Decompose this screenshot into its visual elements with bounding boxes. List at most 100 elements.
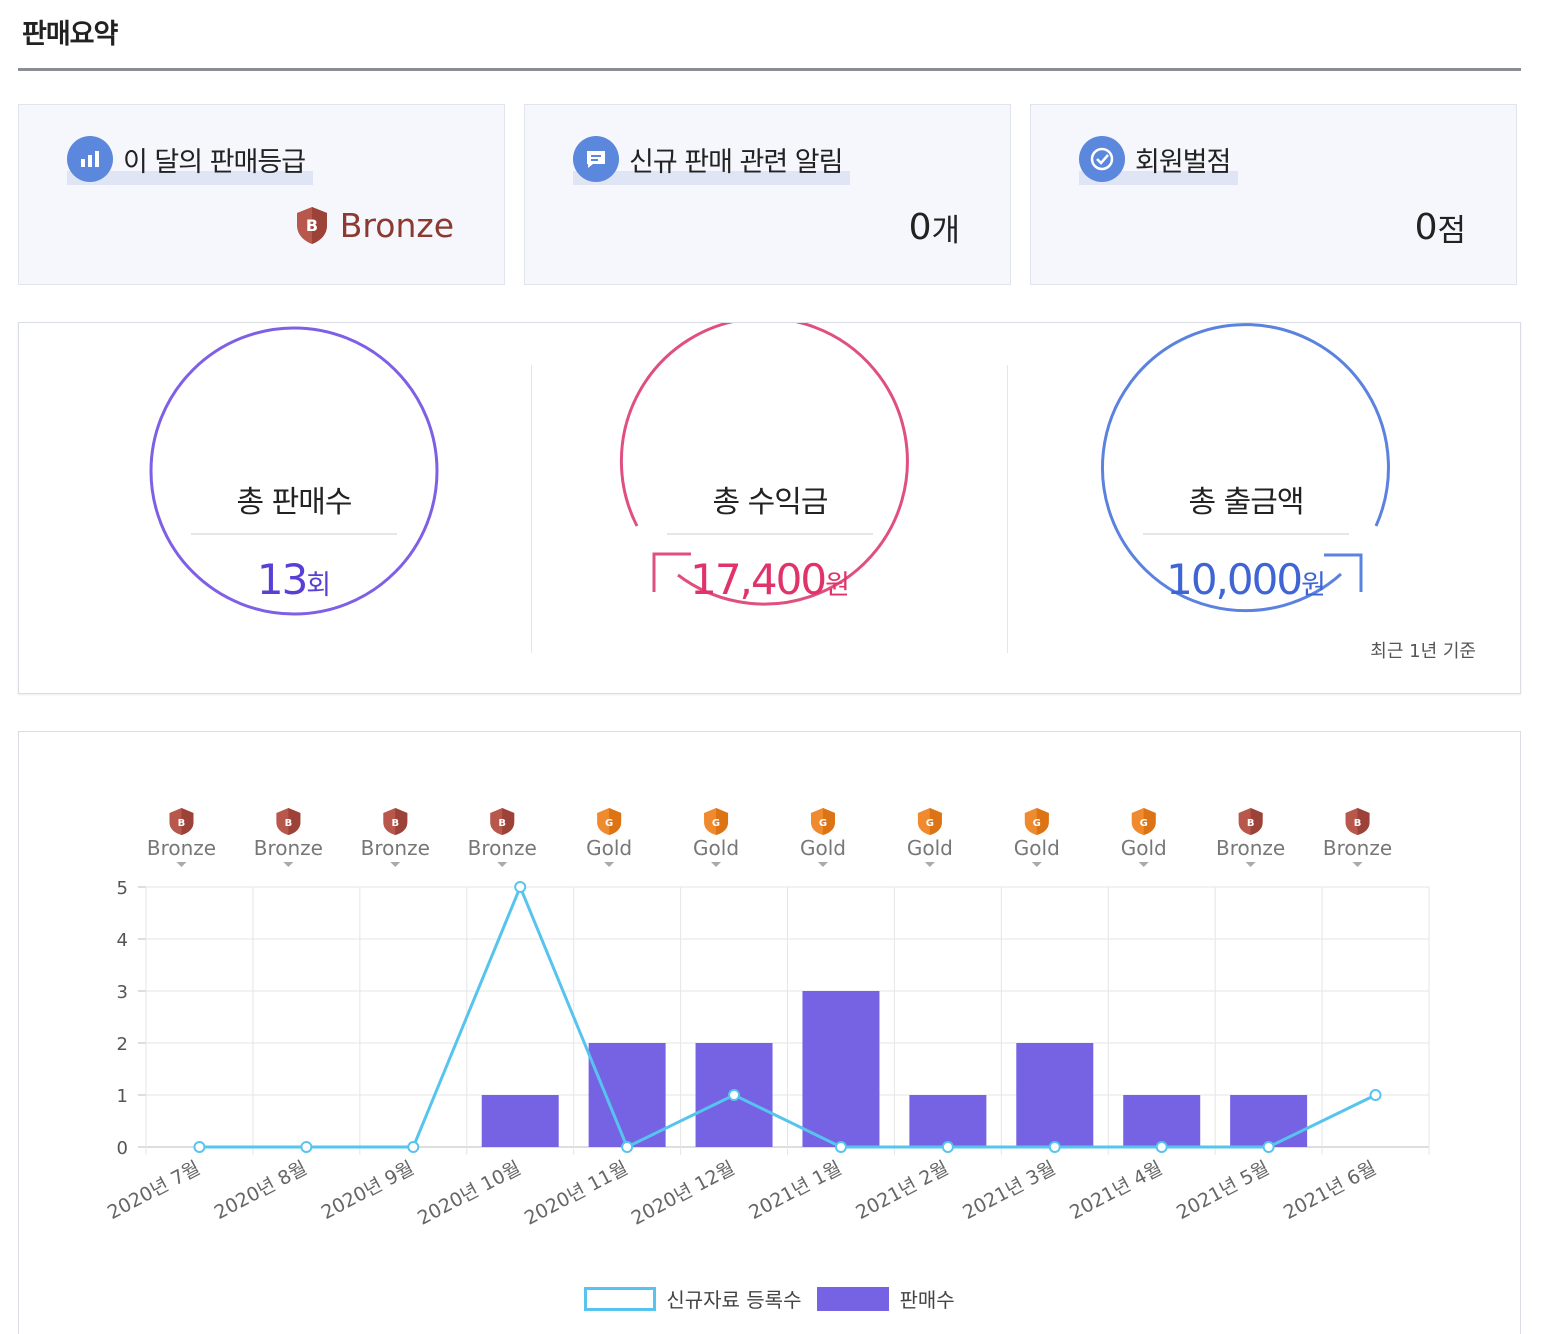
caret-down-icon — [1138, 862, 1149, 867]
x-tick-label: 2020년 12월 — [628, 1157, 739, 1230]
badge-shade — [395, 808, 408, 835]
stat-total-withdrawal-value: 10,000원 — [1101, 555, 1391, 604]
legend-line-swatch — [584, 1286, 657, 1311]
stat-divider — [531, 365, 532, 653]
card-new-alerts-text: 신규 판매 관련 알림 — [629, 146, 843, 178]
page-title: 판매요약 — [22, 19, 118, 50]
x-tick-label: 2020년 10월 — [414, 1157, 525, 1230]
new-alerts-unit: 개 — [931, 213, 960, 249]
stat-divider — [1007, 365, 1008, 653]
grade-label: Bronze — [1323, 836, 1392, 860]
stat-total-sales-value: 13회 — [149, 555, 439, 604]
sales-grade-value: B Bronze — [294, 205, 454, 245]
badge-letter: B — [498, 818, 506, 829]
caret-down-icon — [924, 862, 935, 867]
grade-label: Bronze — [468, 836, 537, 860]
badge-shade — [502, 808, 515, 835]
card-sales-grade-text: 이 달의 판매등급 — [123, 146, 306, 178]
total-withdrawal-unit: 원 — [1301, 570, 1326, 601]
caret-down-icon — [1245, 862, 1256, 867]
new-alerts-count: 0 — [908, 207, 932, 248]
badge-shade — [1036, 808, 1049, 835]
badge-shade — [716, 808, 729, 835]
new-uploads-point — [621, 1141, 634, 1153]
message-icon — [573, 136, 619, 182]
x-tick-label: 2021년 6월 — [1280, 1157, 1380, 1224]
y-tick-label: 3 — [117, 982, 128, 1003]
sales-grade-text: Bronze — [339, 205, 454, 245]
total-sales-unit: 회 — [306, 570, 332, 601]
x-tick-label: 2020년 11월 — [521, 1157, 632, 1230]
new-uploads-point — [728, 1089, 741, 1101]
monthly-chart-panel: 0 1 2 3 4 5 B Bronze B Bronze B Bronze B Bronze G Gold G… — [18, 731, 1521, 1334]
caret-down-icon — [176, 862, 187, 867]
badge-letter: G — [1033, 818, 1041, 829]
badge-letter: B — [285, 818, 293, 829]
total-revenue-ring — [619, 323, 909, 606]
grade-label: Bronze — [1216, 836, 1285, 860]
sales-bar — [481, 1095, 559, 1147]
check-circle-icon — [1079, 136, 1125, 182]
total-revenue-arrow — [652, 552, 691, 592]
caret-down-icon — [711, 862, 722, 867]
stat-total-withdrawal: 총 출금액 10,000원 — [1101, 361, 1391, 651]
legend-item-new-uploads[interactable]: 신규자료 등록수 — [584, 1284, 801, 1313]
new-uploads-point — [941, 1141, 954, 1153]
sales-bar — [1123, 1095, 1201, 1147]
bar-chart-icon — [67, 136, 113, 182]
stat-total-revenue: 총 수익금 17,400원 — [625, 361, 915, 651]
caret-down-icon — [390, 862, 401, 867]
stat-total-revenue-value: 17,400원 — [625, 555, 915, 604]
new-uploads-point — [1048, 1141, 1061, 1153]
badge-shade — [1250, 808, 1263, 835]
y-tick-label: 4 — [117, 930, 128, 951]
y-tick-label: 1 — [117, 1086, 128, 1107]
card-new-alerts-label: 신규 판매 관련 알림 — [573, 133, 851, 185]
total-withdrawal-arrow — [1324, 553, 1363, 592]
sales-bar — [1230, 1095, 1308, 1147]
card-penalty-label: 회원벌점 — [1079, 133, 1239, 185]
grade-label: Gold — [1014, 836, 1060, 860]
total-withdrawal-number: 10,000 — [1166, 555, 1303, 604]
x-tick-label: 2021년 4월 — [1066, 1157, 1166, 1224]
badge-shade — [1143, 808, 1156, 835]
badge-letter: G — [1140, 818, 1148, 829]
bronze-badge-icon: B — [296, 207, 327, 244]
sales-bar — [1016, 1043, 1094, 1147]
new-uploads-point — [407, 1141, 420, 1153]
y-tick-label: 0 — [117, 1138, 128, 1159]
card-sales-grade-label: 이 달의 판매등급 — [67, 133, 314, 185]
grade-label: Gold — [693, 836, 739, 860]
title-divider — [18, 68, 1521, 71]
new-uploads-point — [1155, 1141, 1168, 1153]
caret-down-icon — [283, 862, 294, 867]
grade-label: Bronze — [361, 836, 430, 860]
badge-shade — [288, 808, 301, 835]
x-tick-label: 2021년 5월 — [1173, 1157, 1273, 1224]
x-tick-label: 2020년 7월 — [104, 1157, 204, 1224]
badge-shade — [822, 808, 835, 835]
legend-bar-swatch — [817, 1286, 890, 1311]
card-penalty-text: 회원벌점 — [1135, 146, 1231, 178]
card-sales-grade: 이 달의 판매등급 B Bronze — [18, 104, 505, 285]
x-tick-label: 2021년 3월 — [959, 1157, 1059, 1224]
monthly-chart: 0 1 2 3 4 5 B Bronze B Bronze B Bronze B Bronze G Gold G… — [104, 808, 1430, 1230]
total-sales-number: 13 — [256, 555, 308, 604]
badge-letter: G — [819, 818, 827, 829]
grade-label: Gold — [586, 836, 632, 860]
legend-item-sales[interactable]: 판매수 — [817, 1284, 955, 1313]
new-uploads-line — [199, 883, 1377, 1150]
badge-shade — [609, 808, 622, 835]
recent-year-note: 최근 1년 기준 — [1370, 641, 1476, 662]
y-tick-label: 5 — [117, 878, 128, 899]
badge-letter: G — [926, 818, 934, 829]
legend-new-uploads-label: 신규자료 등록수 — [666, 1288, 802, 1312]
new-uploads-point — [514, 881, 527, 893]
summary-stats-panel: 총 판매수 13회 총 수익금 17,400원 총 출금액 10,000원 최근… — [18, 322, 1521, 694]
total-sales-ring — [149, 326, 439, 616]
badge-letter: B — [391, 818, 399, 829]
